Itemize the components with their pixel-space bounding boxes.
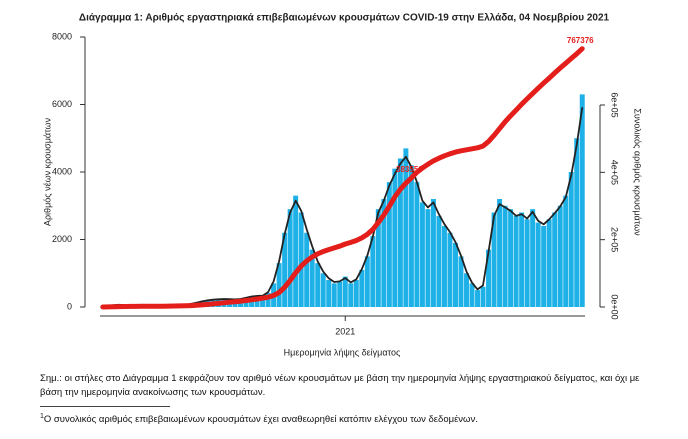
bar (458, 256, 464, 307)
bar (579, 94, 585, 307)
y-tick-label: 0 (67, 301, 72, 311)
y-tick-label: 2000 (52, 234, 72, 244)
bar (403, 148, 409, 307)
bar (419, 202, 425, 307)
bar (265, 292, 271, 307)
bar (375, 209, 381, 307)
footnote: Ο συνολικός αριθμός επιβεβαιωμένων κρουσ… (43, 414, 478, 426)
bar (497, 199, 503, 307)
bar (414, 182, 420, 307)
bar (260, 295, 266, 307)
bar (475, 290, 481, 307)
bar (574, 138, 580, 307)
bar (508, 209, 514, 307)
footnote-line: 1Ο συνολικός αριθμός επιβεβαιωμένων κρου… (40, 410, 660, 427)
data-label: 767376 (567, 36, 594, 45)
bar (502, 205, 508, 307)
notes: Σημ.: οι στήλες στο Διάγραμμα 1 εκφράζου… (40, 372, 660, 427)
bar (469, 283, 475, 307)
y2-tick-label: 2e+05 (610, 227, 620, 252)
y2-tick-label: 4e+05 (610, 160, 620, 185)
bar (282, 232, 288, 307)
bar (337, 281, 343, 307)
bar (425, 209, 431, 307)
bar (386, 182, 392, 307)
bar (293, 195, 299, 307)
bar (309, 249, 315, 307)
x-axis-label: Ημερομηνία λήψης δείγματος (284, 347, 401, 357)
bar (519, 212, 525, 307)
bar (353, 280, 359, 307)
bar (441, 226, 447, 307)
bar (480, 286, 486, 307)
y-axis-label: Αριθμός νέων κρουσμάτων (42, 117, 52, 226)
bar (453, 242, 458, 307)
bar (315, 263, 321, 307)
bar (530, 209, 536, 307)
bar (331, 283, 337, 307)
remark: Σημ.: οι στήλες στο Διάγραμμα 1 εκφράζου… (40, 373, 640, 398)
bar (326, 280, 332, 307)
bar (552, 212, 558, 307)
bar (546, 219, 552, 307)
y-tick-label: 8000 (52, 31, 72, 41)
bar (563, 195, 569, 307)
bar (276, 263, 282, 307)
data-label: 383556 (396, 165, 423, 174)
bar (430, 199, 436, 307)
bar (304, 232, 310, 307)
bar (557, 205, 563, 307)
bar (342, 276, 348, 307)
bar (436, 215, 442, 307)
y2-tick-label: 0e+00 (610, 294, 620, 319)
bar (381, 199, 387, 307)
bar (535, 222, 541, 307)
bar (524, 219, 530, 307)
bar (447, 232, 453, 307)
bar (513, 215, 519, 307)
bar (568, 172, 574, 307)
chart-title: Διάγραμμα 1: Αριθμός εργαστηριακά επιβεβ… (79, 13, 610, 24)
bar (397, 158, 403, 307)
cumulative-line (100, 46, 585, 310)
bar (491, 212, 497, 307)
bar (348, 283, 354, 307)
y-tick-label: 4000 (52, 166, 72, 176)
bar (541, 226, 547, 307)
bar (298, 212, 304, 307)
separator (40, 406, 170, 407)
y2-axis-label: Συνολικός αριθμός κρουσμάτων (633, 108, 643, 236)
bar (370, 236, 376, 307)
bar (287, 209, 293, 307)
bar (364, 256, 370, 307)
y-tick-label: 6000 (52, 99, 72, 109)
bar (486, 249, 492, 307)
chart: Διάγραμμα 1: Αριθμός εργαστηριακά επιβεβ… (42, 13, 643, 358)
y2-tick-label: 6e+05 (610, 92, 620, 117)
bar (392, 168, 398, 307)
footnote-mark: 1 (40, 413, 44, 420)
bar (320, 273, 326, 307)
bar (408, 165, 414, 307)
bar (464, 273, 469, 307)
bar (359, 269, 365, 307)
x-tick-label: 2021 (335, 326, 355, 336)
